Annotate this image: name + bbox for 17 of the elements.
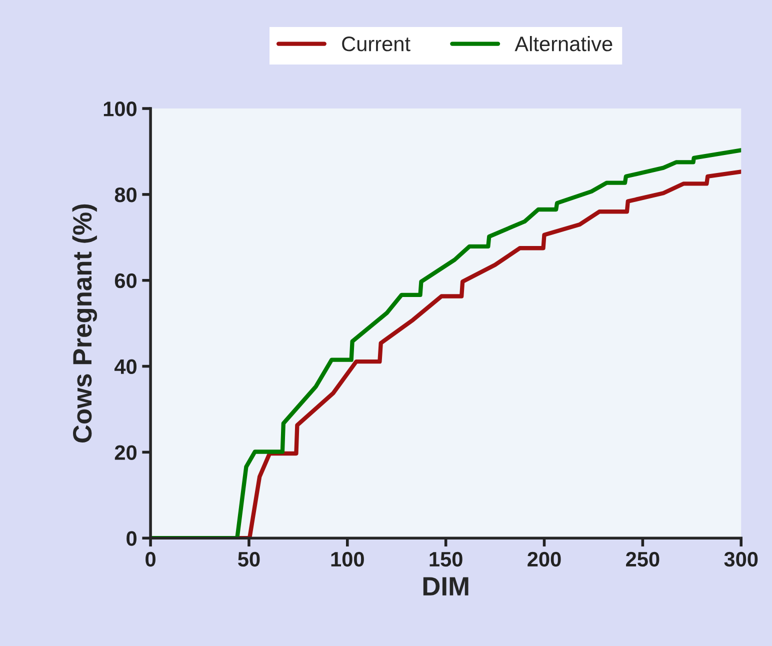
x-tick-label: 100 <box>331 552 364 567</box>
x-tick-label: 150 <box>430 552 462 567</box>
y-tick-label: 0 <box>126 531 136 546</box>
legend-label: Current <box>342 36 410 52</box>
x-tick-label: 250 <box>626 552 660 567</box>
x-axis-title: DIM <box>423 577 468 596</box>
x-tick-label: 200 <box>528 552 561 567</box>
x-tick-label: 300 <box>724 552 758 567</box>
y-axis-title: Cows Pregnant (%) <box>72 204 98 442</box>
x-tick-label: 0 <box>146 552 156 567</box>
legend-label: Alternative <box>514 36 612 52</box>
y-tick-label: 20 <box>114 445 136 460</box>
y-tick-label: 40 <box>114 359 136 374</box>
x-tick-label: 50 <box>238 552 260 567</box>
y-tick-label: 100 <box>104 102 136 116</box>
y-tick-label: 80 <box>114 187 136 202</box>
y-tick-label: 60 <box>114 273 136 288</box>
